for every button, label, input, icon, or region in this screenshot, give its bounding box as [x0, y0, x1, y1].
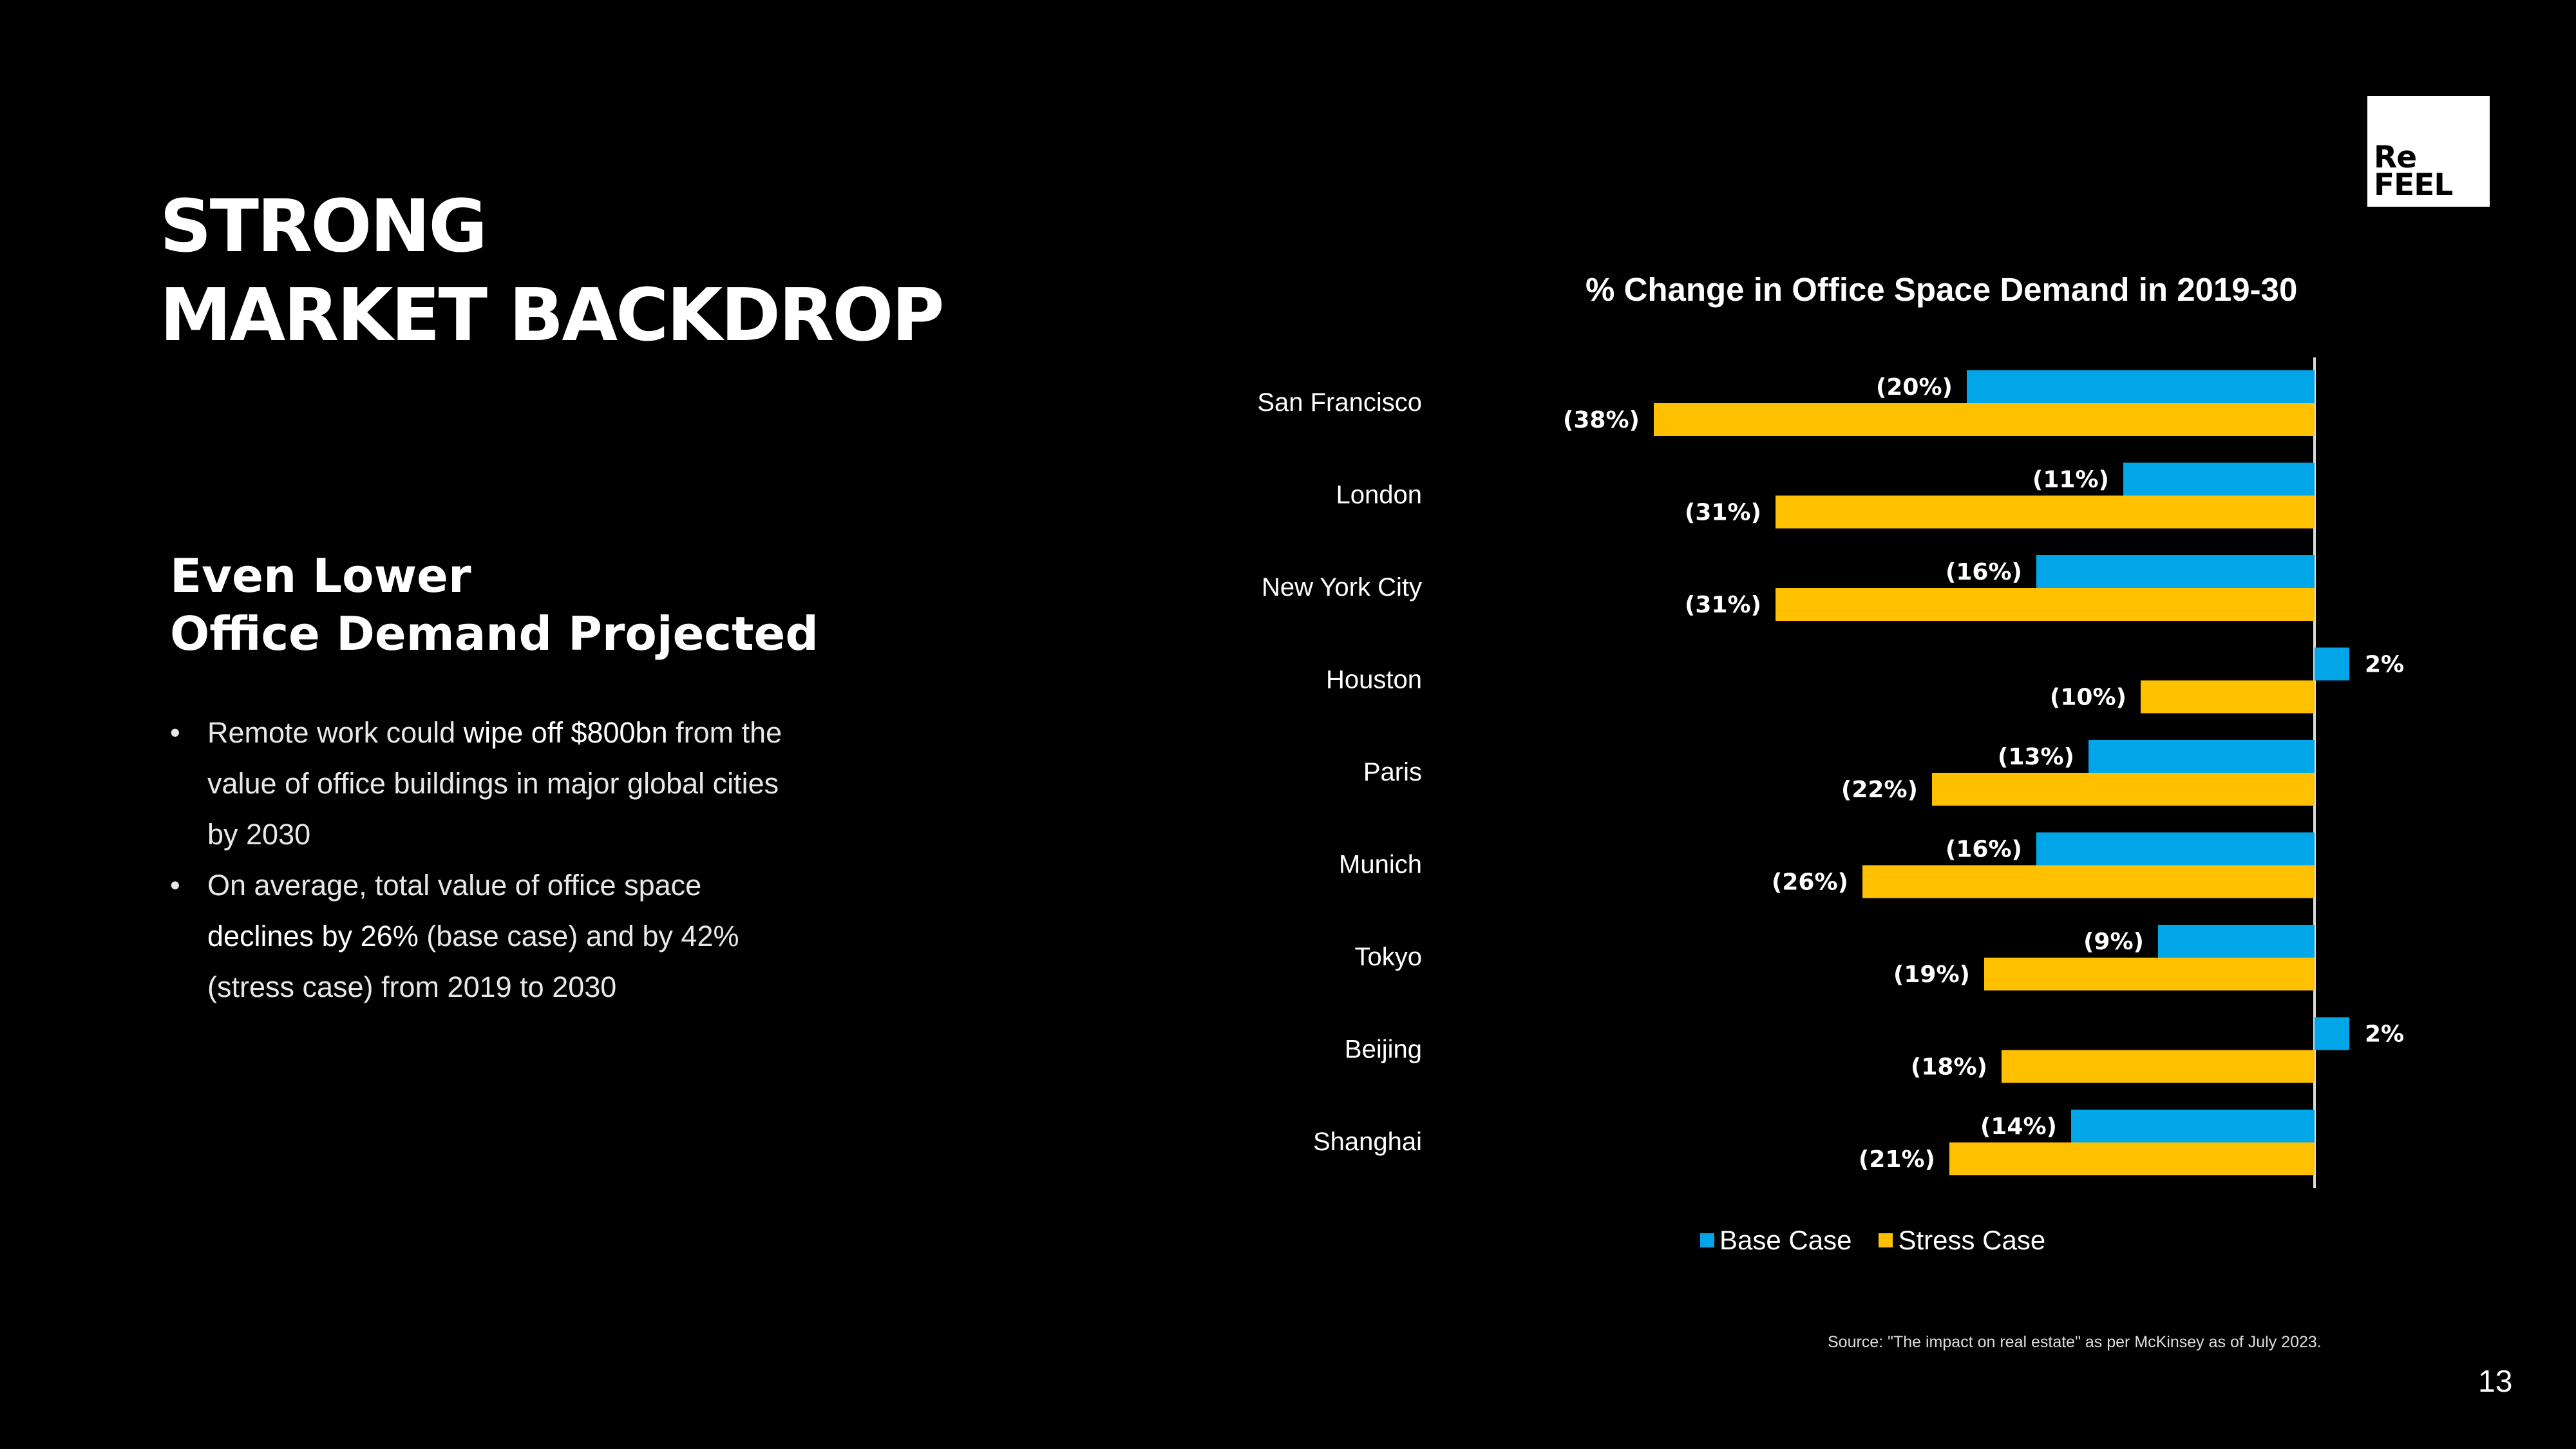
- bar-stress-case-munich: [1862, 865, 2315, 898]
- data-label-base-case-houston: 2%: [2365, 652, 2404, 678]
- bar-base-case-san-francisco: [1967, 370, 2315, 403]
- page-number: 13: [2478, 1365, 2513, 1399]
- legend-swatch-base-case: [1700, 1233, 1714, 1247]
- category-label-san-francisco: San Francisco: [1257, 388, 1422, 417]
- category-label-beijing: Beijing: [1345, 1036, 1422, 1064]
- data-label-stress-case-tokyo: (19%): [1893, 961, 1970, 988]
- bar-stress-case-houston: [2141, 680, 2315, 714]
- chart-title: % Change in Office Space Demand in 2019-…: [1586, 271, 2298, 308]
- category-label-paris: Paris: [1363, 758, 1422, 786]
- bar-stress-case-new-york-city: [1776, 588, 2315, 621]
- section-subtitle-line1: Even Lower: [170, 549, 471, 603]
- legend-label-stress-case: Stress Case: [1898, 1225, 2046, 1255]
- bar-base-case-shanghai: [2071, 1110, 2315, 1142]
- data-label-base-case-munich: (16%): [1946, 837, 2022, 863]
- bar-stress-case-paris: [1932, 773, 2315, 806]
- slide-title-line2: MARKET BACKDROP: [160, 274, 945, 357]
- bar-base-case-new-york-city: [2036, 555, 2315, 588]
- bar-base-case-london: [2123, 462, 2315, 496]
- bullet-text: On average, total value of office space: [207, 869, 702, 902]
- category-label-houston: Houston: [1326, 666, 1422, 694]
- bar-base-case-houston: [2315, 647, 2349, 681]
- legend-item-stress-case: Stress Case: [1879, 1225, 2045, 1256]
- bullet-marker: •: [170, 716, 180, 749]
- category-label-tokyo: Tokyo: [1355, 943, 1423, 971]
- bullet-highlight: declines by 26%: [207, 920, 419, 952]
- chart-legend: Base Case Stress Case: [1700, 1225, 2072, 1256]
- data-label-base-case-san-francisco: (20%): [1876, 374, 1953, 401]
- legend-swatch-stress-case: [1879, 1233, 1893, 1247]
- bar-stress-case-london: [1776, 495, 2315, 529]
- bullet-marker: •: [170, 869, 180, 902]
- refeel-logo: Re FEEL: [2367, 96, 2490, 207]
- category-label-london: London: [1336, 481, 1422, 509]
- data-label-base-case-shanghai: (14%): [1980, 1113, 2057, 1140]
- bullet-highlight: wipe off $800bn: [463, 716, 668, 749]
- bullet-item: • Remote work could wipe off $800bn from…: [170, 707, 814, 860]
- bullet-list: • Remote work could wipe off $800bn from…: [170, 707, 814, 1012]
- logo-text-line1: Re: [2374, 140, 2417, 175]
- data-label-base-case-new-york-city: (16%): [1946, 559, 2022, 585]
- data-label-base-case-london: (11%): [2032, 467, 2109, 493]
- data-label-stress-case-munich: (26%): [1772, 869, 1848, 896]
- logo-text-line2: FEEL: [2374, 167, 2453, 203]
- bullet-text: (base case) and by 42% (stress case) fro…: [207, 920, 739, 1003]
- data-label-stress-case-houston: (10%): [2050, 685, 2126, 711]
- data-label-stress-case-shanghai: (21%): [1859, 1146, 1935, 1173]
- legend-label-base-case: Base Case: [1719, 1225, 1852, 1255]
- bar-base-case-munich: [2036, 832, 2315, 866]
- data-label-base-case-beijing: 2%: [2365, 1021, 2404, 1048]
- bullet-text: Remote work could: [207, 716, 464, 749]
- category-label-munich: Munich: [1339, 851, 1422, 879]
- bar-base-case-paris: [2088, 740, 2315, 773]
- data-label-stress-case-san-francisco: (38%): [1563, 407, 1640, 433]
- data-label-base-case-tokyo: (9%): [2083, 929, 2144, 955]
- source-note: Source: "The impact on real estate" as p…: [1828, 1333, 2322, 1351]
- bar-base-case-beijing: [2315, 1017, 2349, 1050]
- bar-stress-case-shanghai: [1949, 1142, 2315, 1175]
- data-label-base-case-paris: (13%): [1998, 744, 2074, 770]
- bullet-item: • On average, total value of office spac…: [170, 860, 814, 1012]
- bullet-text: from the value of office buildings in ma…: [207, 716, 782, 851]
- data-label-stress-case-new-york-city: (31%): [1685, 592, 1761, 618]
- bar-stress-case-tokyo: [1984, 958, 2315, 990]
- section-subtitle-line2: Office Demand Projected: [170, 607, 819, 661]
- category-label-shanghai: Shanghai: [1313, 1128, 1422, 1156]
- slide-title-line1: STRONG: [160, 185, 488, 269]
- data-label-stress-case-london: (31%): [1685, 500, 1761, 526]
- bar-base-case-tokyo: [2158, 925, 2315, 958]
- category-label-new-york-city: New York City: [1262, 573, 1422, 601]
- bar-stress-case-san-francisco: [1654, 403, 2315, 436]
- data-label-stress-case-paris: (22%): [1841, 777, 1918, 803]
- data-label-stress-case-beijing: (18%): [1911, 1054, 1987, 1081]
- legend-item-base-case: Base Case: [1700, 1225, 1852, 1256]
- bar-stress-case-beijing: [2002, 1050, 2315, 1083]
